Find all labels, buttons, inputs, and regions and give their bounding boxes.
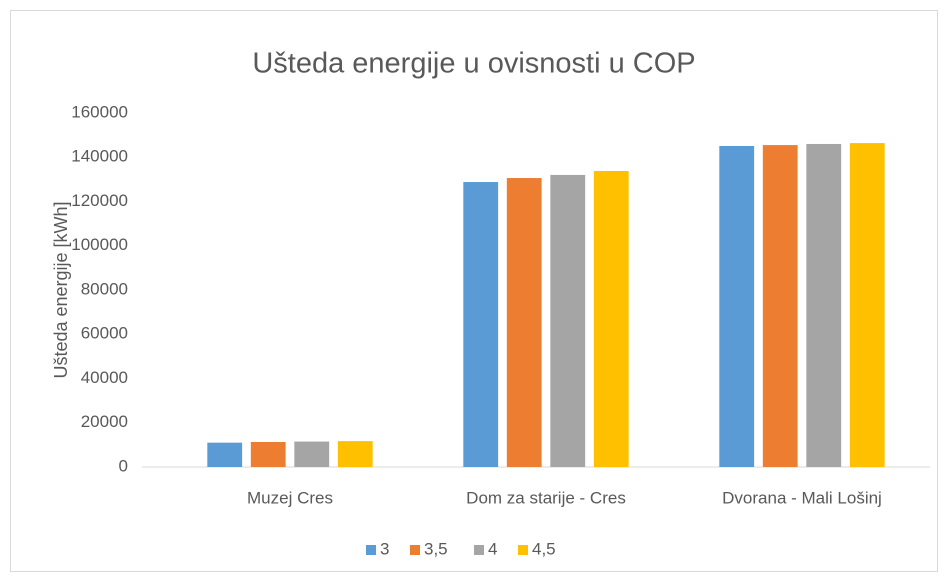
bar xyxy=(593,170,629,467)
y-tick-label: 80000 xyxy=(81,279,128,298)
bar xyxy=(207,442,243,467)
bar xyxy=(806,143,842,467)
legend-label: 3,5 xyxy=(424,539,448,558)
x-tick-label: Dom za starije - Cres xyxy=(466,488,626,507)
y-tick-label: 140000 xyxy=(71,147,128,166)
y-tick-label: 120000 xyxy=(71,191,128,210)
bar xyxy=(719,145,755,467)
bar xyxy=(849,143,885,467)
y-tick-label: 40000 xyxy=(81,368,128,387)
y-tick-label: 100000 xyxy=(71,235,128,254)
legend-swatch xyxy=(518,545,528,555)
x-tick-label: Muzej Cres xyxy=(247,488,333,507)
legend-swatch xyxy=(366,545,376,555)
bar xyxy=(550,174,586,467)
y-tick-label: 0 xyxy=(119,456,128,475)
legend-label: 3 xyxy=(380,539,389,558)
y-tick-label: 160000 xyxy=(71,102,128,121)
bar xyxy=(463,182,499,467)
bar xyxy=(250,441,286,467)
legend-swatch xyxy=(410,545,420,555)
y-axis-title: Ušteda energije [kWh] xyxy=(51,201,71,378)
chart-title: Ušteda energije u ovisnosti u COP xyxy=(252,48,695,80)
y-tick-label: 60000 xyxy=(81,324,128,343)
bar xyxy=(337,441,373,467)
bar xyxy=(506,178,542,468)
y-tick-label: 20000 xyxy=(81,412,128,431)
legend-swatch xyxy=(474,545,484,555)
bar xyxy=(762,145,798,468)
bar xyxy=(294,441,330,467)
x-tick-label: Dvorana - Mali Lošinj xyxy=(722,488,882,507)
legend-label: 4 xyxy=(488,539,497,558)
legend-label: 4,5 xyxy=(532,539,556,558)
